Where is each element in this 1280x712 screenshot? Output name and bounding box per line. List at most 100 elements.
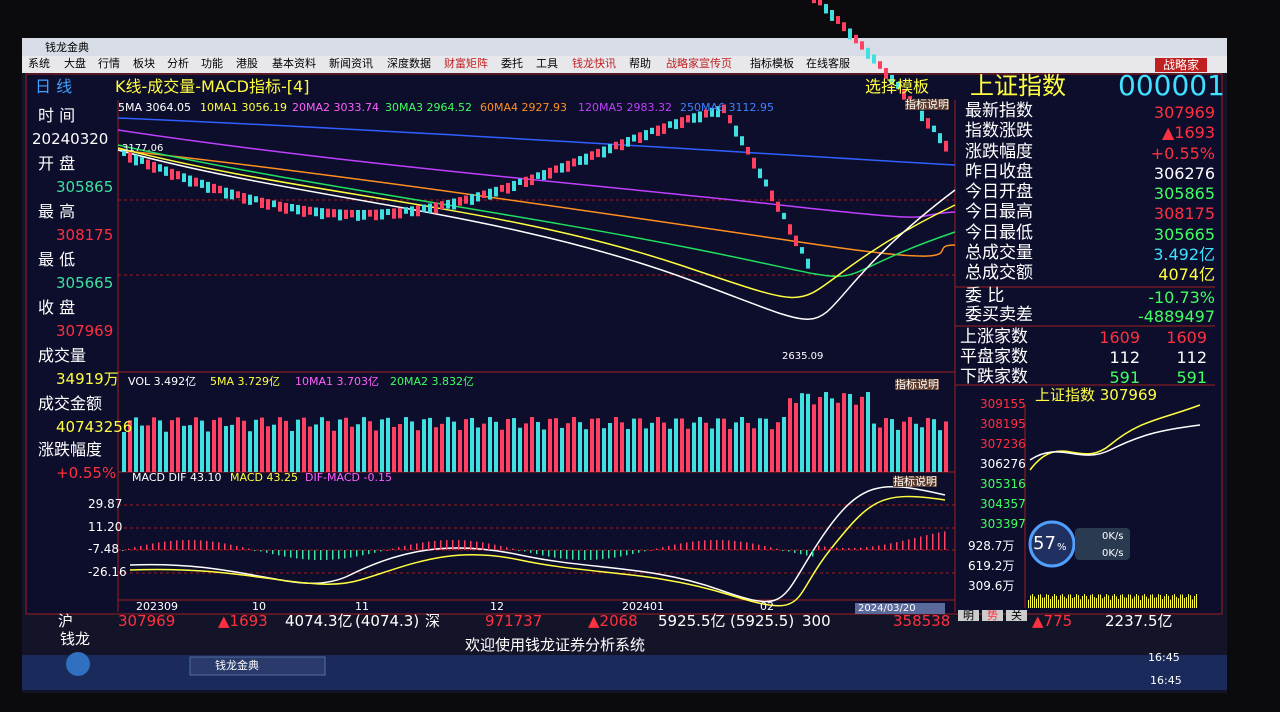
stat-value: 591	[1109, 368, 1140, 387]
stat-value: 591	[1176, 368, 1207, 387]
decor-shape	[692, 113, 696, 123]
menu-item[interactable]: 在线客服	[806, 57, 850, 70]
decor-shape	[320, 417, 324, 472]
stat-label: 上涨家数	[960, 327, 1028, 347]
decor-shape	[614, 417, 618, 472]
ticker: 5925.5亿	[658, 612, 726, 630]
decor-shape	[362, 209, 366, 220]
decor-shape	[260, 550, 262, 552]
decor-shape	[944, 140, 948, 152]
decor-shape	[800, 247, 804, 254]
decor-shape	[242, 547, 244, 550]
menu-item[interactable]: 分析	[167, 57, 189, 70]
template-button[interactable]: 选择模板	[865, 77, 930, 96]
window-title: 钱龙金典	[45, 41, 89, 54]
decor-shape	[482, 423, 486, 472]
decor-shape	[656, 417, 660, 472]
decor-shape	[1046, 594, 1047, 608]
tab[interactable]: 势	[982, 610, 1003, 621]
decor-shape	[722, 418, 726, 472]
decor-shape	[596, 550, 598, 560]
mini-tick: 309155	[980, 397, 1026, 411]
clock: 16:45	[1150, 674, 1182, 687]
decor-shape	[488, 188, 492, 200]
decor-shape	[146, 159, 150, 170]
tab[interactable]: 关	[1006, 610, 1027, 621]
decor-shape	[788, 224, 792, 235]
decor-shape	[290, 430, 294, 472]
decor-shape	[164, 431, 168, 472]
decor-shape	[824, 546, 826, 550]
decor-shape	[602, 146, 606, 158]
decor-shape	[872, 54, 876, 64]
menu-item[interactable]: 帮助	[629, 57, 651, 70]
decor-shape	[212, 541, 214, 550]
decor-shape	[464, 419, 468, 472]
menu-item[interactable]: 深度数据	[387, 57, 431, 70]
decor-shape	[272, 200, 276, 208]
menu-item[interactable]: 功能	[201, 57, 223, 70]
decor-shape	[242, 420, 246, 472]
menu-item[interactable]: 财富矩阵	[444, 57, 488, 70]
macd-tick: -26.16	[88, 565, 127, 579]
decor-shape	[266, 426, 270, 472]
decor-shape	[308, 206, 312, 215]
decor-shape	[620, 422, 624, 472]
menu-item[interactable]: 战略家宣传页	[666, 57, 732, 70]
decor-shape	[566, 160, 570, 172]
menu-item[interactable]: 工具	[536, 57, 558, 70]
decor-shape	[386, 417, 390, 472]
decor-shape	[182, 540, 184, 550]
decor-shape	[788, 398, 792, 472]
decor-shape	[1100, 594, 1101, 608]
decor-shape	[1056, 595, 1057, 608]
decor-shape	[278, 550, 280, 556]
menu-item[interactable]: 基本资料	[272, 57, 316, 70]
decor-shape	[866, 47, 870, 59]
decor-shape	[230, 189, 234, 200]
decor-shape	[122, 432, 126, 472]
decor-shape	[134, 154, 138, 166]
decor-shape	[830, 398, 834, 472]
menu-item[interactable]: 行情	[98, 57, 120, 70]
tab[interactable]: 明	[958, 610, 979, 621]
decor-shape	[542, 429, 546, 472]
decor-shape	[524, 423, 528, 472]
clock: 16:45	[1148, 651, 1180, 664]
decor-shape	[1062, 594, 1063, 608]
quote-value: 307969	[1153, 103, 1215, 122]
decor-shape	[1116, 596, 1117, 608]
decor-shape	[854, 547, 856, 550]
menu-item[interactable]: 大盘	[64, 57, 86, 70]
menu-item[interactable]: 系统	[28, 57, 50, 70]
menu-item[interactable]: 委托	[501, 57, 523, 70]
decor-shape	[608, 144, 612, 154]
indicator-note: 指标说明	[895, 378, 939, 391]
menu-item[interactable]: 港股	[236, 57, 258, 70]
stat-value: 1609	[1166, 328, 1207, 347]
menu-item[interactable]: 新闻资讯	[329, 57, 373, 70]
decor-shape	[1030, 595, 1031, 608]
taskbar-app[interactable]: 钱龙金典	[215, 659, 259, 672]
decor-shape	[566, 550, 568, 560]
decor-shape	[596, 148, 600, 158]
decor-shape	[374, 209, 378, 221]
decor-shape	[536, 550, 538, 555]
decor-shape	[908, 539, 910, 550]
decor-shape	[140, 545, 142, 550]
left-label: 收 盘	[38, 298, 76, 317]
mini-tick: 306276	[980, 457, 1026, 471]
decor-shape	[146, 425, 150, 472]
decor-shape	[650, 422, 654, 472]
menu-item[interactable]: 板块	[133, 57, 155, 70]
speed-up: 0K/s	[1102, 531, 1124, 542]
decor-shape	[476, 427, 480, 472]
decor-shape	[158, 542, 160, 550]
decor-shape	[752, 543, 754, 550]
decor-shape	[206, 540, 208, 550]
decor-shape	[626, 136, 630, 147]
menu-item[interactable]: 钱龙快讯	[572, 57, 616, 70]
decor-shape	[1172, 595, 1173, 608]
menu-item[interactable]: 指标模板	[750, 57, 794, 70]
decor-shape	[662, 422, 666, 472]
